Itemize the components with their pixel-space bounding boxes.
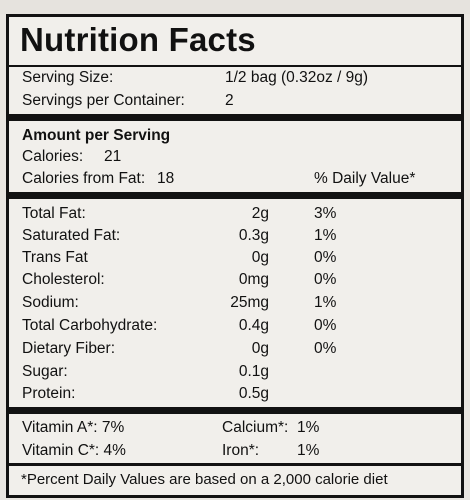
iron-value: 1% [297, 442, 320, 459]
nutrient-row-cholesterol: Cholesterol: 0mg 0% [9, 269, 461, 291]
nutrient-amount: 0.5g [238, 385, 269, 402]
calories-from-fat-value: 18 [157, 170, 175, 187]
nutrient-row-total-fat: Total Fat: 2g 3% [9, 203, 461, 225]
serving-size-label: Serving Size: [22, 69, 114, 86]
nutrient-daily-value: 0% [314, 271, 337, 288]
nutrient-amount: 0g [251, 340, 269, 357]
nutrient-amount: 25mg [230, 294, 269, 311]
calcium-value: 1% [297, 419, 320, 436]
calories-value: 21 [104, 148, 122, 165]
nutrient-amount: 0g [251, 249, 269, 266]
vitamins-divider [9, 463, 461, 466]
nutrient-daily-value: 0% [314, 317, 337, 334]
nutrient-amount: 0mg [238, 271, 269, 288]
nutrient-amount: 0.1g [238, 363, 269, 380]
vitamin-a: Vitamin A*: 7% [22, 419, 125, 436]
servings-per-container-value: 2 [225, 92, 234, 109]
calories-from-fat-label: Calories from Fat: [22, 170, 146, 187]
nutrient-row-total-carbohydrate: Total Carbohydrate: 0.4g 0% [9, 315, 461, 337]
nutrient-name: Trans Fat [22, 249, 88, 266]
vitamin-c: Vitamin C*: 4% [22, 442, 126, 459]
calories-label: Calories: [22, 148, 84, 165]
serving-thick-divider [9, 114, 461, 121]
nutrients-thick-divider [9, 407, 461, 414]
nutrition-facts-label: Nutrition Facts Serving Size: 1/2 bag (0… [6, 14, 464, 498]
amount-thick-divider [9, 192, 461, 199]
nutrient-daily-value: 3% [314, 205, 337, 222]
nutrient-name: Total Fat: [22, 205, 86, 222]
nutrient-name: Sodium: [22, 294, 79, 311]
nutrient-name: Saturated Fat: [22, 227, 121, 244]
nutrient-name: Dietary Fiber: [22, 340, 116, 357]
label-title: Nutrition Facts [20, 21, 256, 58]
amount-per-serving-heading: Amount per Serving [22, 127, 171, 144]
nutrient-row-saturated-fat: Saturated Fat: 0.3g 1% [9, 225, 461, 247]
nutrient-daily-value: 0% [314, 249, 337, 266]
nutrient-name: Protein: [22, 385, 76, 402]
nutrient-row-trans-fat: Trans Fat 0g 0% [9, 247, 461, 269]
nutrient-amount: 0.3g [238, 227, 269, 244]
nutrient-row-protein: Protein: 0.5g [9, 383, 461, 405]
top-background-strip [0, 0, 470, 14]
nutrient-daily-value: 1% [314, 294, 337, 311]
nutrient-row-dietary-fiber: Dietary Fiber: 0g 0% [9, 338, 461, 360]
daily-value-header: % Daily Value* [314, 170, 416, 187]
nutrient-row-sugar: Sugar: 0.1g [9, 361, 461, 383]
nutrient-amount: 2g [251, 205, 269, 222]
servings-per-container-label: Servings per Container: [22, 92, 185, 109]
nutrient-row-sodium: Sodium: 25mg 1% [9, 292, 461, 314]
serving-size-value: 1/2 bag (0.32oz / 9g) [225, 69, 369, 86]
footnote: *Percent Daily Values are based on a 2,0… [21, 471, 388, 488]
nutrient-daily-value: 1% [314, 227, 337, 244]
nutrient-daily-value: 0% [314, 340, 337, 357]
nutrient-name: Total Carbohydrate: [22, 317, 158, 334]
calcium-label: Calcium*: [222, 419, 289, 436]
nutrient-amount: 0.4g [238, 317, 269, 334]
iron-label: Iron*: [222, 442, 260, 459]
title-divider [9, 65, 461, 67]
nutrient-name: Cholesterol: [22, 271, 105, 288]
nutrient-name: Sugar: [22, 363, 68, 380]
